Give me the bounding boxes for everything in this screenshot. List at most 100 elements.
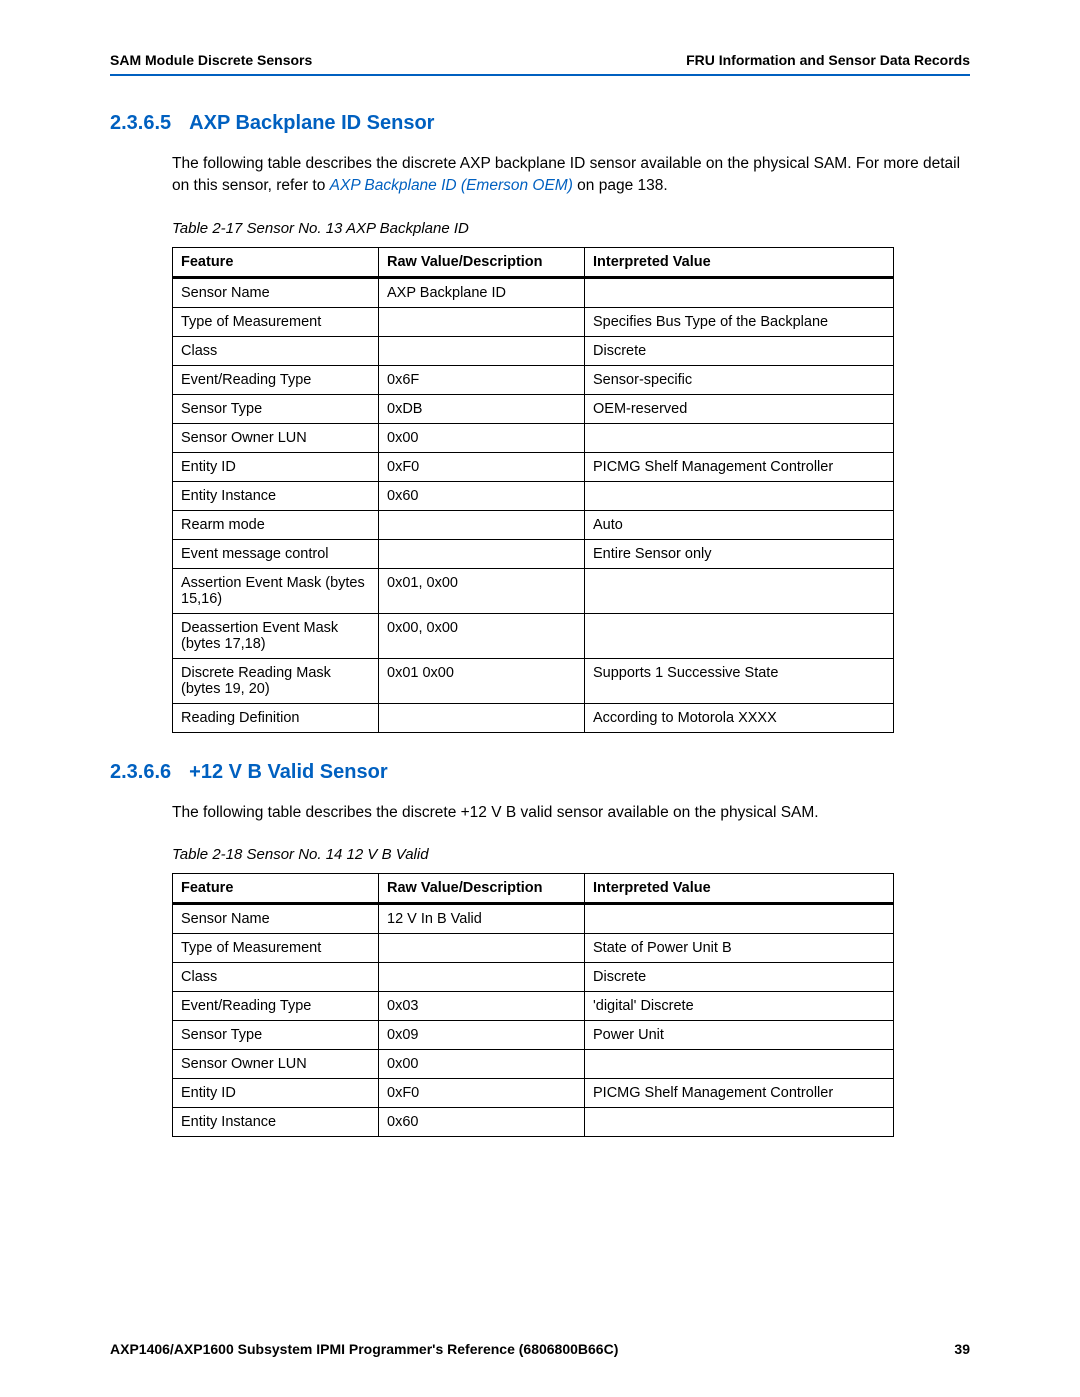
section-heading-2: 2.3.6.6 +12 V B Valid Sensor — [110, 761, 970, 784]
table-cell — [379, 539, 585, 568]
table-cell: Sensor Type — [173, 1021, 379, 1050]
column-header: Raw Value/Description — [379, 247, 585, 277]
table-1: FeatureRaw Value/DescriptionInterpreted … — [172, 247, 894, 733]
table-row: Sensor Owner LUN0x00 — [173, 423, 894, 452]
table-cell: Event/Reading Type — [173, 365, 379, 394]
table-cell: Sensor Name — [173, 277, 379, 307]
table-cell — [379, 307, 585, 336]
table-cell: Reading Definition — [173, 703, 379, 732]
table-cell: Sensor Owner LUN — [173, 1050, 379, 1079]
table-cell: Type of Measurement — [173, 307, 379, 336]
table-cell: Entire Sensor only — [585, 539, 894, 568]
table-2: FeatureRaw Value/DescriptionInterpreted … — [172, 873, 894, 1137]
table-row: Type of Measurement Specifies Bus Type of… — [173, 307, 894, 336]
table-cell: Entity ID — [173, 1079, 379, 1108]
table-cell: 0x60 — [379, 481, 585, 510]
table-cell: PICMG Shelf Management Controller — [585, 1079, 894, 1108]
section-heading-1: 2.3.6.5 AXP Backplane ID Sensor — [110, 112, 970, 135]
section2-intro: The following table describes the discre… — [172, 802, 970, 824]
column-header: Feature — [173, 247, 379, 277]
table-row: Entity ID0xF0PICMG Shelf Management Cont… — [173, 1079, 894, 1108]
table-cell: Event/Reading Type — [173, 992, 379, 1021]
table-cell: Entity Instance — [173, 481, 379, 510]
table-cell: Discrete Reading Mask (bytes 19, 20) — [173, 658, 379, 703]
table-cell: Auto — [585, 510, 894, 539]
page-footer: AXP1406/AXP1600 Subsystem IPMI Programme… — [110, 1341, 970, 1357]
table-cell — [585, 568, 894, 613]
table-cell — [585, 481, 894, 510]
table-cell — [585, 613, 894, 658]
table-cell: 0x01 0x00 — [379, 658, 585, 703]
table-cell: 0x09 — [379, 1021, 585, 1050]
table-row: Reading DefinitionAccording to Motorola … — [173, 703, 894, 732]
footer-left: AXP1406/AXP1600 Subsystem IPMI Programme… — [110, 1341, 618, 1357]
table-cell: Sensor Name — [173, 904, 379, 934]
section-title: +12 V B Valid Sensor — [189, 761, 387, 784]
column-header: Raw Value/Description — [379, 874, 585, 904]
section-title: AXP Backplane ID Sensor — [189, 112, 434, 135]
table-cell — [585, 423, 894, 452]
footer-page-number: 39 — [954, 1341, 970, 1357]
cross-reference-link[interactable]: AXP Backplane ID (Emerson OEM) — [330, 177, 573, 194]
section-number: 2.3.6.6 — [110, 761, 171, 784]
table-row: Event/Reading Type0x6FSensor-specific — [173, 365, 894, 394]
table-cell — [379, 934, 585, 963]
table-row: Event message controlEntire Sensor only — [173, 539, 894, 568]
table-cell: AXP Backplane ID — [379, 277, 585, 307]
page-header: SAM Module Discrete Sensors FRU Informat… — [110, 52, 970, 74]
column-header: Interpreted Value — [585, 874, 894, 904]
section-number: 2.3.6.5 — [110, 112, 171, 135]
table-caption-1: Table 2-17 Sensor No. 13 AXP Backplane I… — [172, 220, 970, 237]
table-row: Sensor Type0x09Power Unit — [173, 1021, 894, 1050]
page: SAM Module Discrete Sensors FRU Informat… — [0, 0, 1080, 1397]
table-cell: 0xF0 — [379, 1079, 585, 1108]
table-row: Event/Reading Type0x03'digital' Discrete — [173, 992, 894, 1021]
table-header-row: FeatureRaw Value/DescriptionInterpreted … — [173, 247, 894, 277]
table-caption-2: Table 2-18 Sensor No. 14 12 V B Valid — [172, 846, 970, 863]
table-cell — [585, 904, 894, 934]
table-cell: Class — [173, 963, 379, 992]
table-cell: Class — [173, 336, 379, 365]
header-rule — [110, 74, 970, 76]
table-row: Entity Instance0x60 — [173, 481, 894, 510]
table-row: Sensor Type0xDBOEM-reserved — [173, 394, 894, 423]
table-row: Entity ID0xF0PICMG Shelf Management Cont… — [173, 452, 894, 481]
table-cell: 0xF0 — [379, 452, 585, 481]
intro-text-after: on page 138. — [573, 177, 668, 194]
table-header-row: FeatureRaw Value/DescriptionInterpreted … — [173, 874, 894, 904]
table-cell: Sensor Owner LUN — [173, 423, 379, 452]
header-left: SAM Module Discrete Sensors — [110, 52, 312, 68]
table-row: Sensor NameAXP Backplane ID — [173, 277, 894, 307]
table-cell: Discrete — [585, 336, 894, 365]
table-cell — [585, 277, 894, 307]
column-header: Interpreted Value — [585, 247, 894, 277]
table-cell: Sensor Type — [173, 394, 379, 423]
table-cell: Type of Measurement — [173, 934, 379, 963]
table-cell: 0x01, 0x00 — [379, 568, 585, 613]
table-cell: 0x00 — [379, 423, 585, 452]
table-row: Deassertion Event Mask (bytes 17,18)0x00… — [173, 613, 894, 658]
table-cell: Rearm mode — [173, 510, 379, 539]
table-row: Type of MeasurementState of Power Unit B — [173, 934, 894, 963]
header-right: FRU Information and Sensor Data Records — [686, 52, 970, 68]
table-cell: 0x00 — [379, 1050, 585, 1079]
table-cell: Power Unit — [585, 1021, 894, 1050]
table-row: Sensor Name12 V In B Valid — [173, 904, 894, 934]
table-cell: Supports 1 Successive State — [585, 658, 894, 703]
table-cell — [379, 510, 585, 539]
table-cell: PICMG Shelf Management Controller — [585, 452, 894, 481]
table-cell: Specifies Bus Type of the Backplane — [585, 307, 894, 336]
table-cell: Entity ID — [173, 452, 379, 481]
table-cell: 0x00, 0x00 — [379, 613, 585, 658]
table-cell: 'digital' Discrete — [585, 992, 894, 1021]
table-cell: 0x60 — [379, 1108, 585, 1137]
section1-intro: The following table describes the discre… — [172, 153, 970, 198]
table-cell: Sensor-specific — [585, 365, 894, 394]
table-row: Rearm mode Auto — [173, 510, 894, 539]
table-cell — [585, 1108, 894, 1137]
table-cell — [379, 703, 585, 732]
table-cell — [379, 963, 585, 992]
column-header: Feature — [173, 874, 379, 904]
table-cell: Discrete — [585, 963, 894, 992]
table-row: Entity Instance0x60 — [173, 1108, 894, 1137]
